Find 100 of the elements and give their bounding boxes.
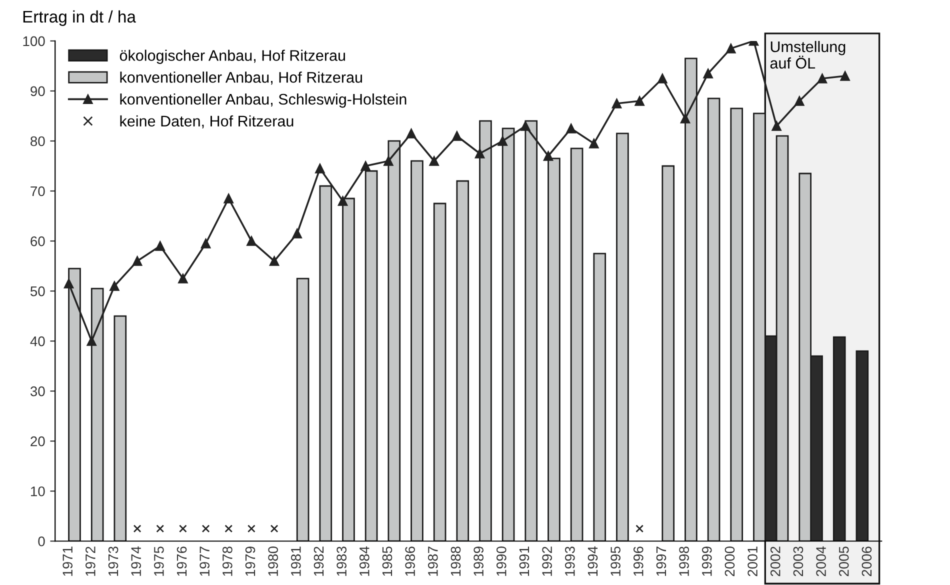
y-tick-label: 70 <box>30 186 45 196</box>
x-tick-label: 1988 <box>450 546 461 576</box>
x-tick-label: 1998 <box>679 546 689 576</box>
y-tick-label: 80 <box>30 136 45 146</box>
x-tick-label: 1994 <box>588 546 598 576</box>
x-tick-label: 1991 <box>519 546 530 576</box>
bar <box>593 252 606 542</box>
x-tick-label: 2005 <box>838 546 849 576</box>
point <box>86 336 96 346</box>
x-tick-label: 1976 <box>176 546 187 576</box>
point <box>202 524 210 533</box>
point <box>200 238 211 248</box>
y-tick-label: 90 <box>30 86 45 96</box>
bar <box>730 108 744 542</box>
x-tick-label: 1993 <box>564 546 575 576</box>
point <box>246 236 256 246</box>
point <box>178 274 188 284</box>
point <box>474 148 485 158</box>
y-tick-label: 60 <box>30 236 45 246</box>
x-tick-label: 1997 <box>656 546 666 576</box>
y-tick-label: 20 <box>30 436 45 446</box>
x-tick-label: 2001 <box>748 546 758 576</box>
point <box>634 96 644 106</box>
point <box>566 124 576 134</box>
x-tick-label: 1983 <box>336 546 347 576</box>
point <box>224 194 234 204</box>
point <box>384 156 394 166</box>
point <box>703 68 713 78</box>
y-tick-label: 0 <box>38 536 45 546</box>
y-axis-title: Ertrag in dt / ha <box>23 10 136 26</box>
legend-label: keine Daten, Hof Ritzerau <box>120 115 294 128</box>
point <box>589 138 599 148</box>
point <box>612 98 622 108</box>
point <box>726 44 736 54</box>
bar <box>707 98 720 542</box>
point <box>155 241 165 251</box>
x-tick-label: 2000 <box>724 546 735 576</box>
point <box>179 524 187 533</box>
x-tick-label: 1995 <box>610 546 620 576</box>
bar <box>662 165 675 542</box>
x-tick-label: 1974 <box>131 546 142 576</box>
point <box>680 114 690 124</box>
bar <box>856 350 869 542</box>
point <box>338 196 348 206</box>
bar <box>570 148 584 542</box>
point <box>269 256 280 266</box>
point <box>452 131 462 141</box>
x-tick-label: 1980 <box>268 546 278 576</box>
x-tick-label: 1992 <box>542 546 552 576</box>
point <box>270 524 278 533</box>
band-label: Umstellung auf ÖL <box>770 40 846 69</box>
point <box>64 278 74 288</box>
bar <box>433 202 446 542</box>
point <box>224 524 233 533</box>
y-tick-label: 40 <box>30 336 45 346</box>
y-tick-label: 10 <box>30 486 45 496</box>
point <box>636 524 644 533</box>
point <box>429 156 439 166</box>
point <box>817 74 828 84</box>
bar <box>296 278 310 542</box>
x-tick-label: 1982 <box>314 546 324 576</box>
point <box>248 524 256 533</box>
y-tick-label: 30 <box>30 386 45 396</box>
legend-label: konventioneller Anbau, Schleswig-Holstein <box>120 93 406 108</box>
bar <box>456 180 470 542</box>
point <box>132 256 142 266</box>
point <box>156 524 164 533</box>
bar <box>410 160 424 542</box>
point <box>315 164 325 174</box>
x-tick-label: 1989 <box>474 546 484 576</box>
x-tick-label: 1979 <box>245 546 256 576</box>
x-tick-label: 2002 <box>770 546 780 576</box>
point <box>360 161 370 171</box>
point <box>520 121 530 131</box>
legend-label: konventioneller Anbau, Hof Ritzerau <box>120 72 362 85</box>
point <box>772 121 782 131</box>
x-tick-label: 1973 <box>108 546 118 576</box>
legend-label: ökologischer Anbau, Hof Ritzerau <box>120 50 346 64</box>
bar <box>616 132 629 542</box>
point <box>110 281 120 291</box>
point <box>543 151 554 161</box>
x-tick-label: 1978 <box>222 546 232 576</box>
bar <box>114 315 127 542</box>
x-tick-label: 1975 <box>154 546 164 576</box>
point <box>292 228 302 238</box>
y-tick-label: 50 <box>30 286 45 296</box>
x-tick-label: 2006 <box>862 546 872 576</box>
x-tick-label: 1987 <box>428 546 438 576</box>
y-tick-label: 100 <box>23 36 45 46</box>
x-tick-label: 2004 <box>816 546 826 576</box>
x-tick-label: 1986 <box>405 546 415 576</box>
point <box>794 96 804 106</box>
x-tick-label: 1996 <box>633 546 644 576</box>
x-tick-label: 1984 <box>360 546 370 576</box>
x-tick-label: 1977 <box>200 546 210 576</box>
x-tick-label: 1985 <box>382 546 392 576</box>
x-tick-label: 1981 <box>291 546 301 576</box>
x-tick-label: 1972 <box>86 546 96 576</box>
x-tick-label: 2003 <box>793 546 804 576</box>
point <box>658 74 668 84</box>
